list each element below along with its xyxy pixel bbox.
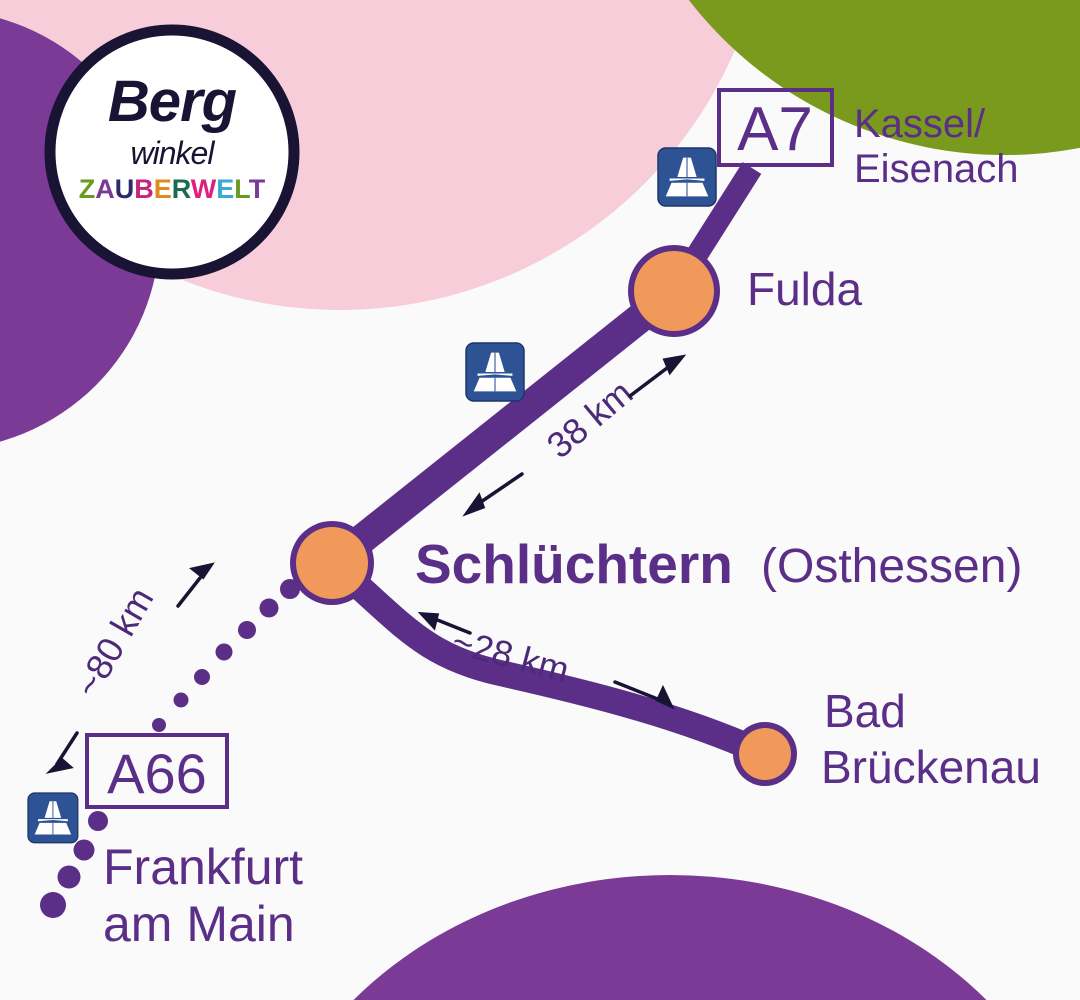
svg-text:Bad: Bad bbox=[824, 685, 906, 737]
svg-text:Fulda: Fulda bbox=[747, 263, 862, 315]
svg-text:Eisenach: Eisenach bbox=[854, 147, 1019, 191]
svg-text:(Osthessen): (Osthessen) bbox=[761, 540, 1022, 593]
svg-text:A66: A66 bbox=[107, 742, 207, 805]
svg-text:Frankfurt: Frankfurt bbox=[103, 839, 303, 895]
svg-text:A7: A7 bbox=[737, 95, 813, 164]
svg-text:Brückenau: Brückenau bbox=[821, 741, 1041, 793]
svg-text:Schlüchtern: Schlüchtern bbox=[415, 533, 733, 595]
svg-text:~80 km: ~80 km bbox=[66, 580, 161, 704]
svg-text:am Main: am Main bbox=[103, 896, 295, 952]
svg-text:winkel: winkel bbox=[131, 135, 216, 171]
svg-text:Kassel/: Kassel/ bbox=[854, 102, 986, 146]
